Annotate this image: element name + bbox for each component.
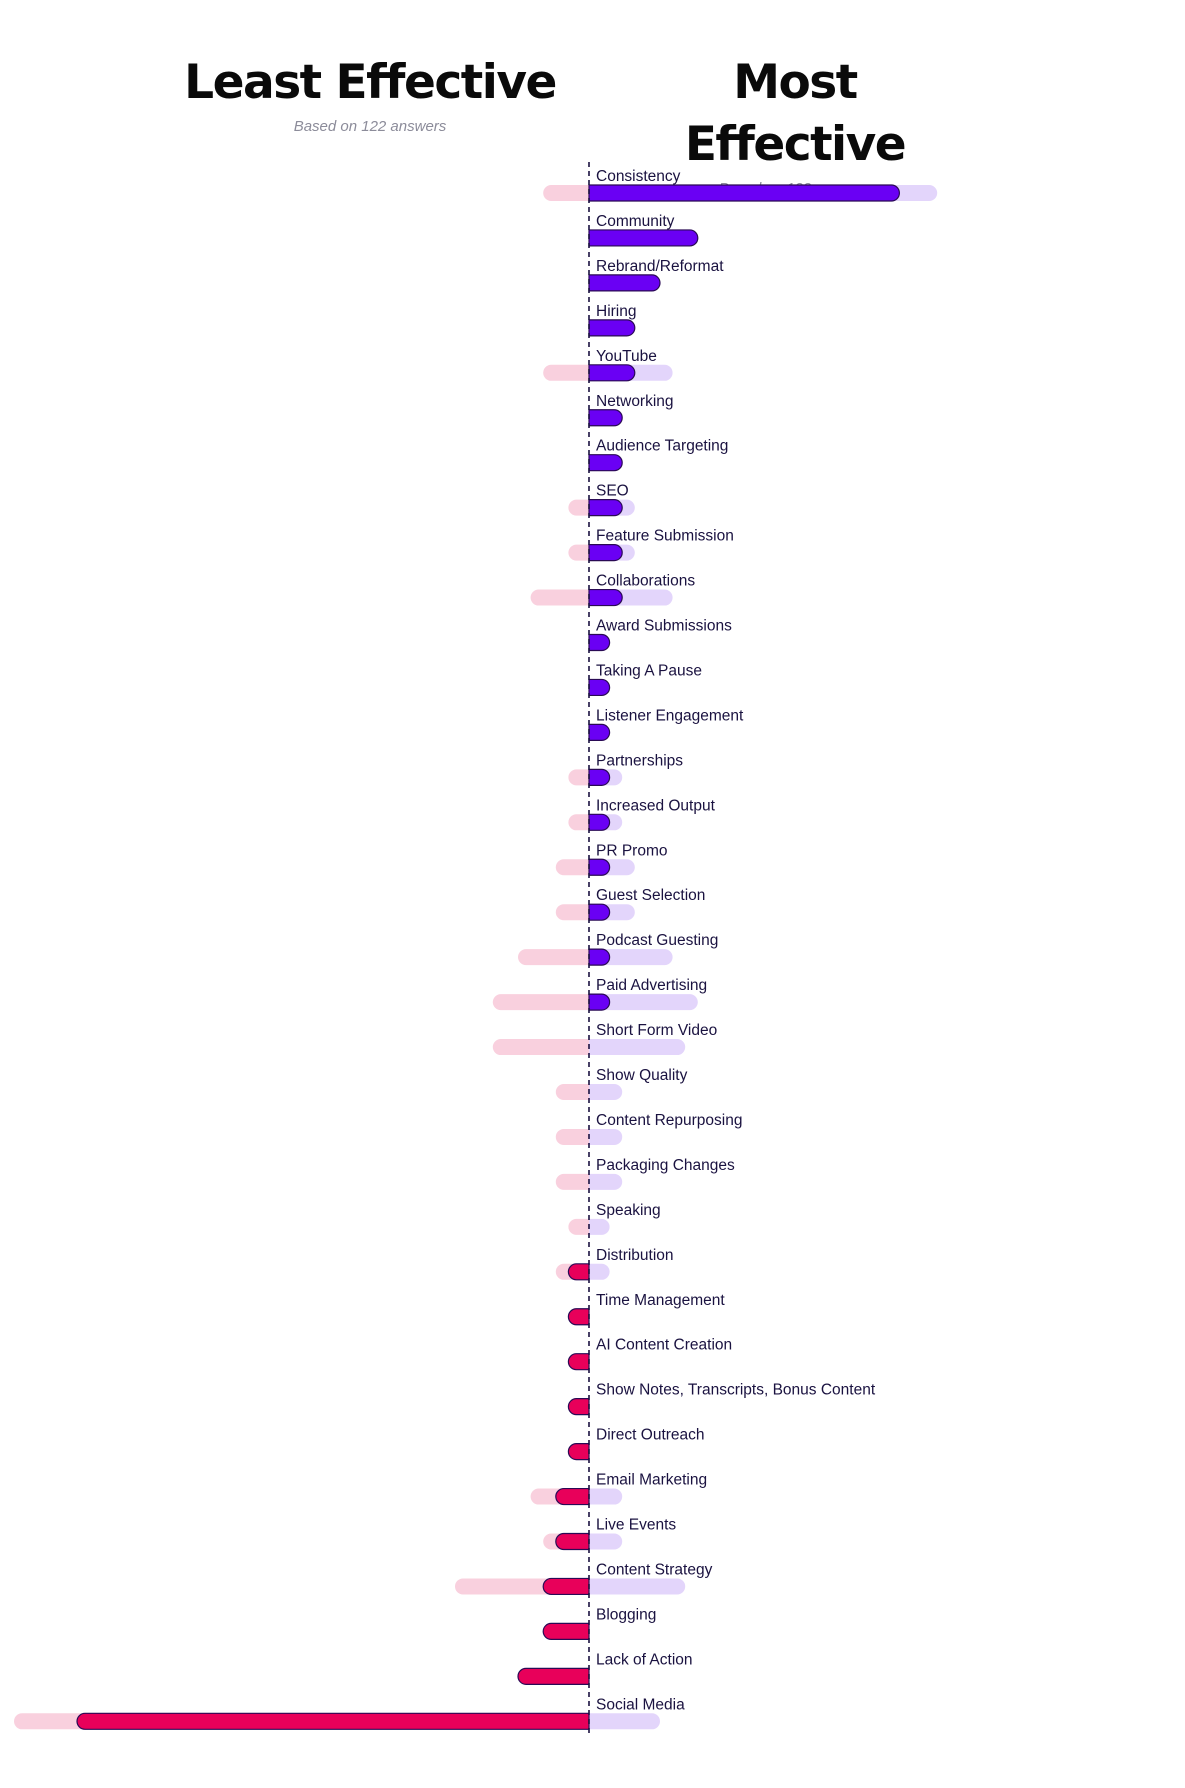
net-bar-feature-submission <box>588 544 623 562</box>
category-label-seo: SEO <box>596 483 629 500</box>
category-label-collaborations: Collaborations <box>596 573 695 590</box>
category-label-direct-outreach: Direct Outreach <box>596 1427 705 1444</box>
net-bar-award-submissions <box>588 633 611 652</box>
net-bar-youtube <box>588 364 636 382</box>
net-bar-listener-engagement <box>588 723 611 741</box>
net-bar-live-events <box>555 1532 590 1551</box>
net-bar-distribution <box>567 1263 590 1281</box>
category-label-youtube: YouTube <box>596 348 657 365</box>
most-total-bar-short-form-video <box>589 1039 686 1056</box>
most-total-bar-social-media <box>589 1713 660 1730</box>
category-label-blogging: Blogging <box>596 1606 656 1623</box>
right-header: Most Effective Based on 122 answers <box>620 52 970 197</box>
most-total-bar-content-strategy <box>589 1578 686 1595</box>
category-label-paid-advertising: Paid Advertising <box>596 977 707 994</box>
most-total-bar-email-marketing <box>589 1488 623 1505</box>
least-total-bar-collaborations <box>530 589 589 606</box>
category-label-packaging-changes: Packaging Changes <box>596 1157 735 1174</box>
category-label-time-management: Time Management <box>596 1292 725 1309</box>
most-total-bar-live-events <box>589 1533 623 1550</box>
category-label-short-form-video: Short Form Video <box>596 1022 717 1039</box>
net-bar-hiring <box>588 319 636 337</box>
net-bar-podcast-guesting <box>588 948 611 966</box>
category-label-ai-content-creation: AI Content Creation <box>596 1337 732 1354</box>
category-label-hiring: Hiring <box>596 303 636 320</box>
category-label-listener-engagement: Listener Engagement <box>596 707 744 724</box>
net-bar-time-management <box>567 1308 590 1326</box>
net-bar-consistency <box>588 184 900 202</box>
category-label-show-notes-transcripts-bonus-content: Show Notes, Transcripts, Bonus Content <box>596 1382 876 1399</box>
least-total-bar-packaging-changes <box>555 1173 589 1190</box>
category-label-content-repurposing: Content Repurposing <box>596 1112 743 1129</box>
category-label-consistency: Consistency <box>596 168 681 185</box>
net-bar-social-media <box>76 1712 590 1730</box>
net-bar-lack-of-action <box>517 1667 590 1685</box>
least-total-bar-increased-output <box>568 814 589 831</box>
net-bar-taking-a-pause <box>588 678 611 697</box>
category-label-content-strategy: Content Strategy <box>596 1561 713 1578</box>
least-total-bar-consistency <box>543 185 589 201</box>
net-bar-partnerships <box>588 768 611 786</box>
category-label-email-marketing: Email Marketing <box>596 1472 707 1489</box>
net-bar-show-notes-transcripts-bonus-content <box>567 1398 590 1416</box>
least-total-bar-content-repurposing <box>555 1128 589 1145</box>
category-label-rebrand-reformat: Rebrand/Reformat <box>596 258 724 275</box>
net-bar-networking <box>588 409 623 427</box>
least-total-bar-feature-submission <box>568 544 589 561</box>
least-total-bar-seo <box>568 499 589 516</box>
category-label-podcast-guesting: Podcast Guesting <box>596 932 718 949</box>
category-label-networking: Networking <box>596 393 674 410</box>
category-label-distribution: Distribution <box>596 1247 674 1264</box>
most-total-bar-content-repurposing <box>589 1128 623 1145</box>
category-label-community: Community <box>596 213 675 230</box>
net-bar-collaborations <box>588 588 623 607</box>
category-label-social-media: Social Media <box>596 1696 685 1713</box>
least-total-bar-partnerships <box>568 769 589 786</box>
category-label-feature-submission: Feature Submission <box>596 528 734 545</box>
least-total-bar-short-form-video <box>492 1039 589 1056</box>
category-label-live-events: Live Events <box>596 1517 676 1534</box>
net-bar-paid-advertising <box>588 993 611 1011</box>
category-label-award-submissions: Award Submissions <box>596 618 732 635</box>
net-bar-seo <box>588 499 623 517</box>
least-total-bar-pr-promo <box>555 859 589 876</box>
category-label-guest-selection: Guest Selection <box>596 887 705 904</box>
least-total-bar-podcast-guesting <box>518 949 589 966</box>
category-label-show-quality: Show Quality <box>596 1067 688 1084</box>
most-total-bar-distribution <box>589 1263 610 1280</box>
most-total-bar-podcast-guesting <box>589 949 673 966</box>
net-bar-direct-outreach <box>567 1443 590 1461</box>
least-total-bar-speaking <box>568 1218 589 1235</box>
right-title: Most Effective <box>684 55 907 172</box>
net-bar-guest-selection <box>588 903 611 921</box>
category-label-increased-output: Increased Output <box>596 797 716 814</box>
category-label-speaking: Speaking <box>596 1202 661 1219</box>
left-header: Least Effective Based on 122 answers <box>150 52 590 135</box>
net-bar-content-strategy <box>542 1577 590 1596</box>
most-total-bar-packaging-changes <box>589 1173 623 1190</box>
category-label-pr-promo: PR Promo <box>596 842 668 859</box>
category-label-audience-targeting: Audience Targeting <box>596 438 728 455</box>
most-total-bar-speaking <box>589 1218 610 1235</box>
least-total-bar-youtube <box>543 364 589 381</box>
net-bar-community <box>588 229 699 247</box>
net-bar-increased-output <box>588 813 611 831</box>
net-bar-audience-targeting <box>588 454 623 472</box>
net-bar-email-marketing <box>555 1487 590 1506</box>
most-total-bar-show-quality <box>589 1084 623 1100</box>
category-label-partnerships: Partnerships <box>596 752 683 769</box>
left-title: Least Effective <box>184 55 557 110</box>
net-bar-blogging <box>542 1622 590 1640</box>
least-total-bar-guest-selection <box>555 904 589 921</box>
category-label-taking-a-pause: Taking A Pause <box>596 662 702 679</box>
left-subtitle: Based on 122 answers <box>293 118 447 135</box>
net-bar-pr-promo <box>588 858 611 876</box>
least-total-bar-show-quality <box>555 1084 589 1100</box>
category-label-lack-of-action: Lack of Action <box>596 1651 693 1668</box>
net-bar-ai-content-creation <box>567 1353 590 1371</box>
net-bar-rebrand-reformat <box>588 274 661 292</box>
most-total-bar-paid-advertising <box>589 994 698 1011</box>
least-total-bar-paid-advertising <box>492 994 589 1011</box>
